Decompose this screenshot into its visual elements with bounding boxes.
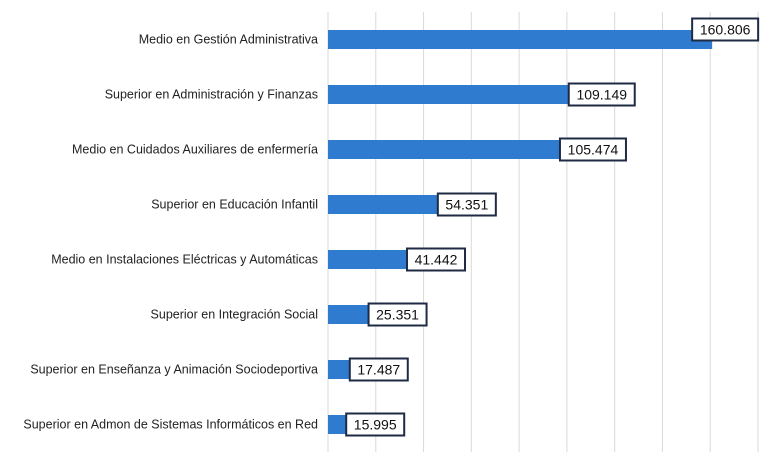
data-label: 54.351: [436, 192, 497, 217]
data-label-box: [367, 302, 428, 327]
category-label: Superior en Administración y Finanzas: [105, 88, 318, 102]
bar: [328, 195, 458, 214]
category-label: Medio en Gestión Administrativa: [139, 33, 318, 47]
data-label: 105.474: [558, 137, 627, 162]
data-label-box: [348, 357, 409, 382]
data-label-box: [567, 82, 636, 107]
data-label-box: [436, 192, 497, 217]
category-label: Superior en Admon de Sistemas Informátic…: [23, 418, 318, 432]
bar: [328, 85, 589, 104]
bar-layer: [328, 30, 713, 434]
data-label: 41.442: [406, 247, 467, 272]
category-label: Superior en Integración Social: [151, 308, 318, 322]
bar: [328, 250, 428, 269]
data-label-value: 15.995: [354, 417, 397, 433]
data-label: 17.487: [348, 357, 409, 382]
data-label-value: 54.351: [445, 197, 488, 213]
category-label: Superior en Enseñanza y Animación Sociod…: [30, 363, 318, 377]
data-label-value: 41.442: [415, 252, 458, 268]
category-label: Medio en Cuidados Auxiliares de enfermer…: [72, 143, 318, 157]
grid-layer: [327, 12, 759, 452]
label-layer: Medio en Gestión Administrativa 160.806 Su…: [23, 17, 760, 437]
data-label: 109.149: [567, 82, 636, 107]
data-label: 160.806: [691, 17, 760, 42]
category-label: Superior en Educación Infantil: [151, 198, 318, 212]
data-label-value: 25.351: [376, 307, 419, 323]
data-label-box: [691, 17, 760, 42]
bar: [328, 140, 580, 159]
data-label: 15.995: [345, 412, 406, 437]
data-label-box: [558, 137, 627, 162]
data-label-value: 105.474: [568, 142, 619, 158]
data-label-box: [345, 412, 406, 437]
data-label-box: [406, 247, 467, 272]
data-label-value: 17.487: [357, 362, 400, 378]
data-label: 25.351: [367, 302, 428, 327]
bar: [328, 30, 713, 49]
data-label-value: 109.149: [576, 87, 627, 103]
category-label: Medio en Instalaciones Eléctricas y Auto…: [51, 253, 318, 267]
data-label-value: 160.806: [700, 22, 751, 38]
